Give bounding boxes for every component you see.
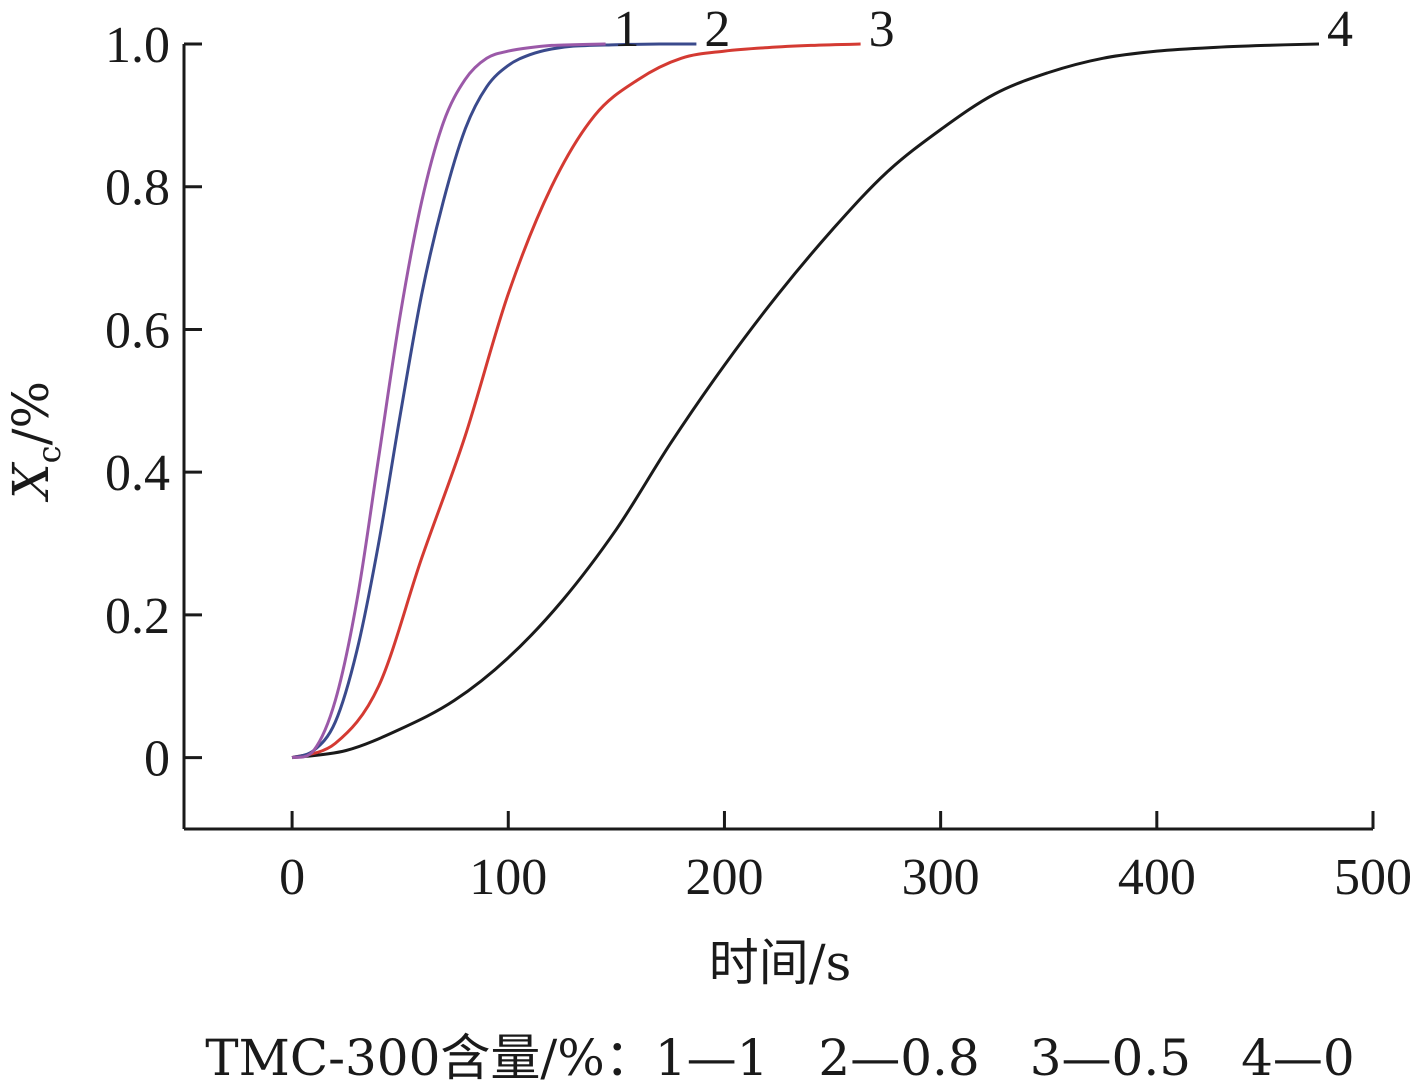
legend-caption: TMC-300含量/%：1—1 2—0.8 3—0.5 4—0 bbox=[205, 1029, 1354, 1087]
x-tick-label: 100 bbox=[469, 849, 547, 906]
labels-layer: 0 0.2 0.4 0.6 0.8 1.0 0 100 200 300 400 500 1 2 3 4 bbox=[105, 1, 1412, 906]
series-4-label: 4 bbox=[1327, 1, 1353, 58]
series-3-line bbox=[291, 42, 861, 760]
y-axis-title-main: X bbox=[2, 461, 60, 503]
series-2-label: 2 bbox=[704, 1, 730, 58]
axes-layer bbox=[182, 42, 1375, 831]
x-tick-label: 500 bbox=[1334, 849, 1412, 906]
series-2-line bbox=[291, 42, 697, 760]
y-tick-label: 0 bbox=[144, 731, 170, 788]
y-axis-title-sub: c bbox=[30, 445, 68, 463]
x-tick-label: 400 bbox=[1118, 849, 1196, 906]
x-tick-label: 200 bbox=[685, 849, 763, 906]
y-tick-label: 0.2 bbox=[105, 588, 170, 645]
svg-text:Xc/%: Xc/% bbox=[2, 381, 68, 503]
x-tick-label: 0 bbox=[279, 849, 305, 906]
y-tick-label: 1.0 bbox=[105, 17, 170, 74]
y-axis-title: Xc/% bbox=[2, 381, 68, 503]
series-1-line bbox=[291, 42, 606, 760]
series-4-line bbox=[291, 42, 1320, 760]
y-tick-label: 0.8 bbox=[105, 160, 170, 217]
y-tick-label: 0.4 bbox=[105, 445, 170, 502]
curves-layer bbox=[291, 42, 1320, 760]
y-axis-title-unit: /% bbox=[2, 381, 60, 445]
x-axis-title: 时间/s bbox=[709, 934, 852, 992]
series-3-label: 3 bbox=[869, 1, 895, 58]
series-1-label: 1 bbox=[614, 1, 640, 58]
y-tick-label: 0.6 bbox=[105, 302, 170, 359]
x-tick-label: 300 bbox=[902, 849, 980, 906]
